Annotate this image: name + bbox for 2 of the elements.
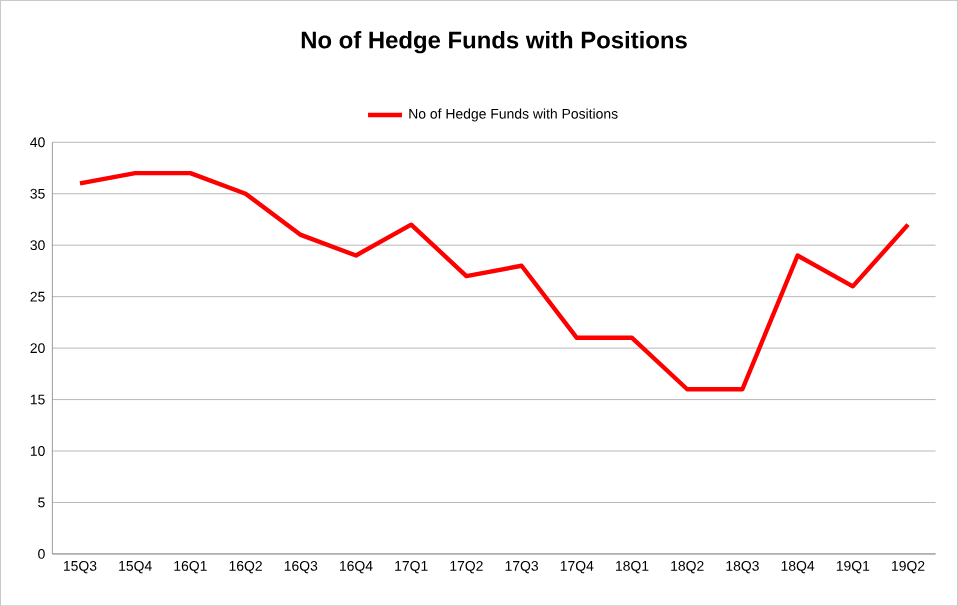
chart-title: No of Hedge Funds with Positions: [301, 30, 687, 54]
line-series: [77, 170, 911, 392]
